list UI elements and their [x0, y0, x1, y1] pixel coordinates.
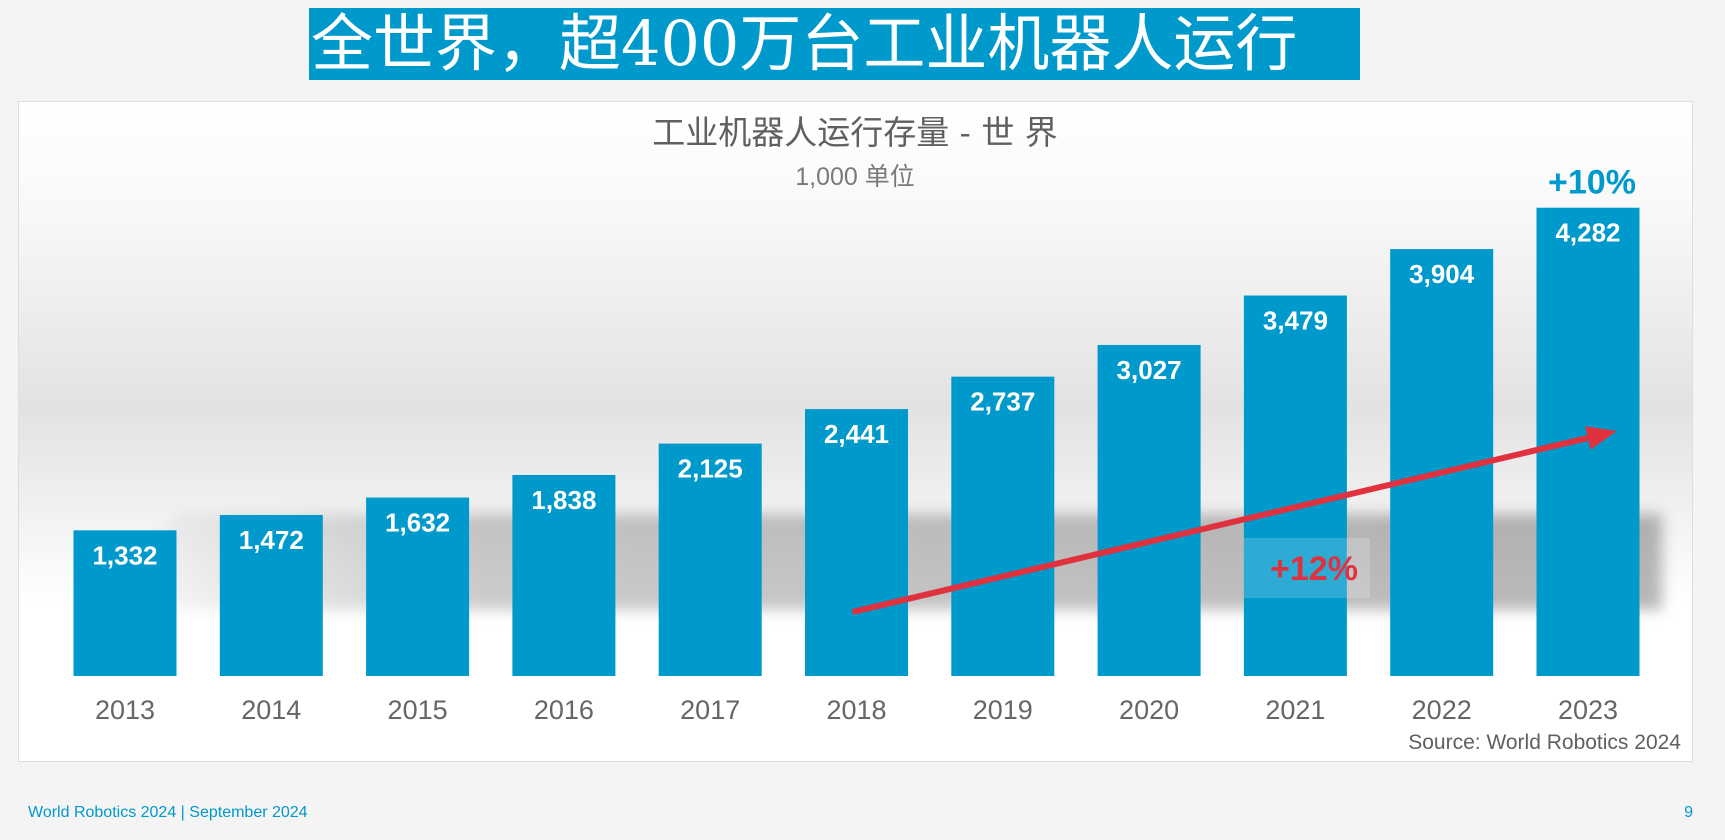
- value-label-2013: 1,332: [92, 540, 157, 570]
- x-tick-2022: 2022: [1412, 695, 1472, 725]
- trend-arrow-line: [851, 434, 1589, 615]
- x-tick-2019: 2019: [973, 695, 1033, 725]
- x-tick-2013: 2013: [95, 695, 155, 725]
- x-tick-2018: 2018: [826, 695, 886, 725]
- value-label-2017: 2,125: [678, 454, 743, 484]
- x-tick-2021: 2021: [1265, 695, 1325, 725]
- bar-chart: 1,332 2013 1,472 2014 1,632 2015 1,838 2016 2,12…: [73, 113, 1681, 754]
- bar-2014: [219, 515, 323, 676]
- bar-2021: [1243, 295, 1347, 676]
- footer-source: World Robotics 2024 | September 2024: [28, 804, 308, 821]
- chart-panel: 1,332 2013 1,472 2014 1,632 2015 1,838 2016 2,12…: [18, 101, 1693, 762]
- bar-2017: [658, 443, 762, 676]
- yoy-growth-label: +10%: [1548, 164, 1636, 202]
- bar-2016: [512, 474, 616, 676]
- value-label-2019: 2,737: [970, 387, 1035, 417]
- bar-2023: [1536, 207, 1640, 676]
- value-label-2014: 1,472: [239, 525, 304, 555]
- chart-title: 工业机器人运行存量 - 世 界: [652, 113, 1058, 152]
- x-tick-2016: 2016: [534, 695, 594, 725]
- value-label-2015: 1,632: [385, 508, 450, 538]
- x-tick-2015: 2015: [388, 695, 448, 725]
- value-label-2020: 3,027: [1117, 355, 1182, 385]
- chart-subtitle: 1,000 单位: [795, 163, 915, 191]
- cagr-label: +12%: [1270, 550, 1358, 588]
- x-tick-2023: 2023: [1558, 695, 1618, 725]
- value-label-2022: 3,904: [1409, 259, 1475, 289]
- page-number: 9: [1684, 804, 1693, 821]
- x-tick-2017: 2017: [680, 695, 740, 725]
- bar-2015: [366, 497, 470, 676]
- value-label-2021: 3,479: [1263, 306, 1328, 336]
- value-label-2018: 2,441: [824, 419, 889, 449]
- value-label-2016: 1,838: [531, 485, 596, 515]
- cagr-label-box: [1244, 538, 1370, 598]
- source-note: Source: World Robotics 2024: [1408, 731, 1681, 754]
- trend-arrow-head: [1585, 426, 1617, 450]
- slide-title: 全世界，超400万台工业机器人运行: [309, 8, 1360, 80]
- x-tick-2020: 2020: [1119, 695, 1179, 725]
- x-tick-2014: 2014: [241, 695, 301, 725]
- value-label-2023: 4,282: [1555, 218, 1620, 248]
- bar-2020: [1097, 344, 1201, 676]
- bar-2019: [951, 376, 1055, 676]
- bar-2013: [73, 530, 177, 676]
- bar-2018: [805, 409, 908, 676]
